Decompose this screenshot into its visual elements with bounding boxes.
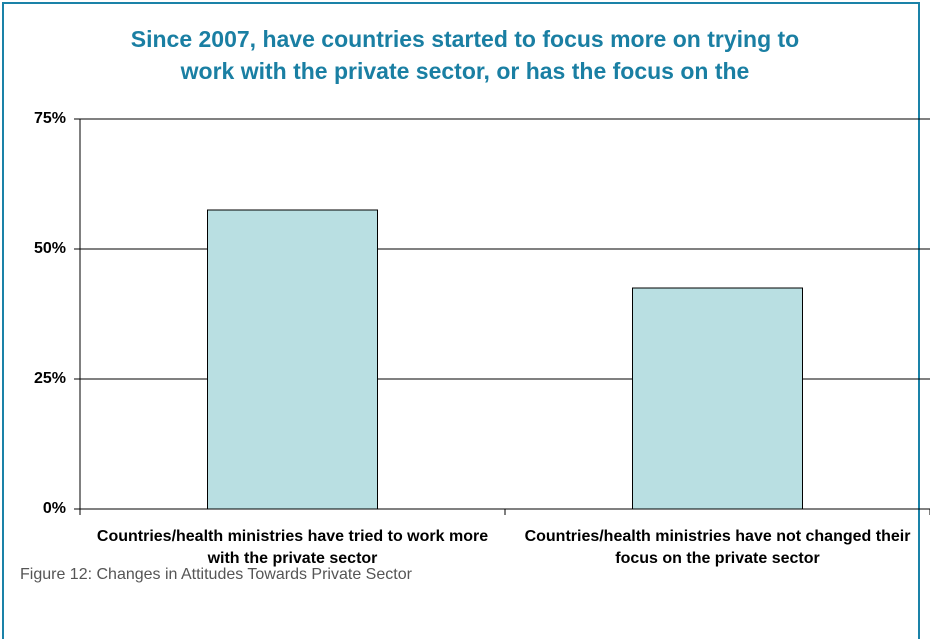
x-tick-label: Countries/health ministries have tried t… [96, 528, 489, 567]
y-tick-label: 0% [43, 500, 66, 517]
caption: Figure 12: Changes in Attitudes Towards … [20, 566, 412, 583]
y-tick-label: 50% [34, 240, 66, 257]
chart-title: Since 2007, have countries started to fo… [130, 26, 800, 52]
bar [632, 287, 803, 510]
y-tick-label: 25% [34, 370, 66, 387]
chart-title: work with the private sector, or has the… [180, 58, 750, 84]
y-tick-label: 75% [34, 110, 66, 127]
bar [207, 209, 378, 510]
x-tick-label: Countries/health ministries have not cha… [524, 528, 911, 567]
